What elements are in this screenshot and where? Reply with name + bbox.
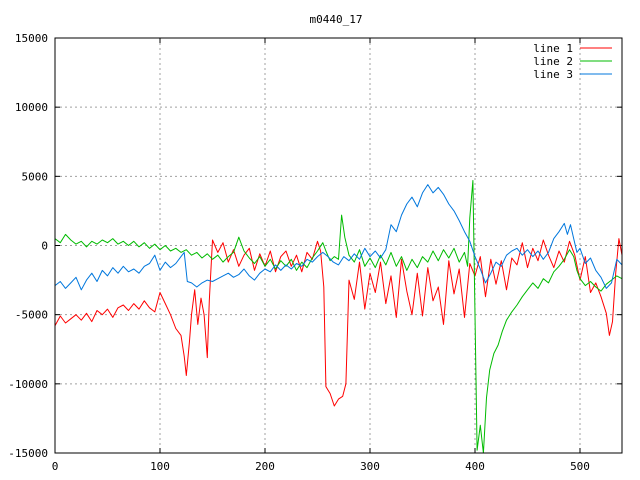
series-line-1 <box>54 238 623 407</box>
x-tick-label: 0 <box>52 460 59 473</box>
series-line-3 <box>54 184 623 291</box>
chart-title: m0440_17 <box>310 13 363 26</box>
y-tick-label: -5000 <box>15 309 48 322</box>
legend-label-3: line 3 <box>533 68 573 81</box>
series-layer <box>54 180 623 454</box>
plot-frame <box>54 37 623 454</box>
y-tick-label: 15000 <box>15 32 48 45</box>
grid-lines <box>55 38 622 453</box>
axis-ticks: 0 100 200 300 400 500 -15000 -10000 -5000 0 5000 10… <box>8 32 622 473</box>
x-tick-label: 200 <box>255 460 275 473</box>
series-line-2 <box>54 180 623 454</box>
y-tick-label: -15000 <box>8 447 48 460</box>
y-tick-label: 10000 <box>15 101 48 114</box>
x-tick-label: 500 <box>570 460 590 473</box>
legend-label-2: line 2 <box>533 55 573 68</box>
x-tick-label: 300 <box>360 460 380 473</box>
x-tick-label: 100 <box>150 460 170 473</box>
y-tick-label: 0 <box>41 240 48 253</box>
legend-label-1: line 1 <box>533 42 573 55</box>
y-tick-label: 5000 <box>22 170 49 183</box>
x-tick-label: 400 <box>465 460 485 473</box>
y-tick-label: -10000 <box>8 378 48 391</box>
